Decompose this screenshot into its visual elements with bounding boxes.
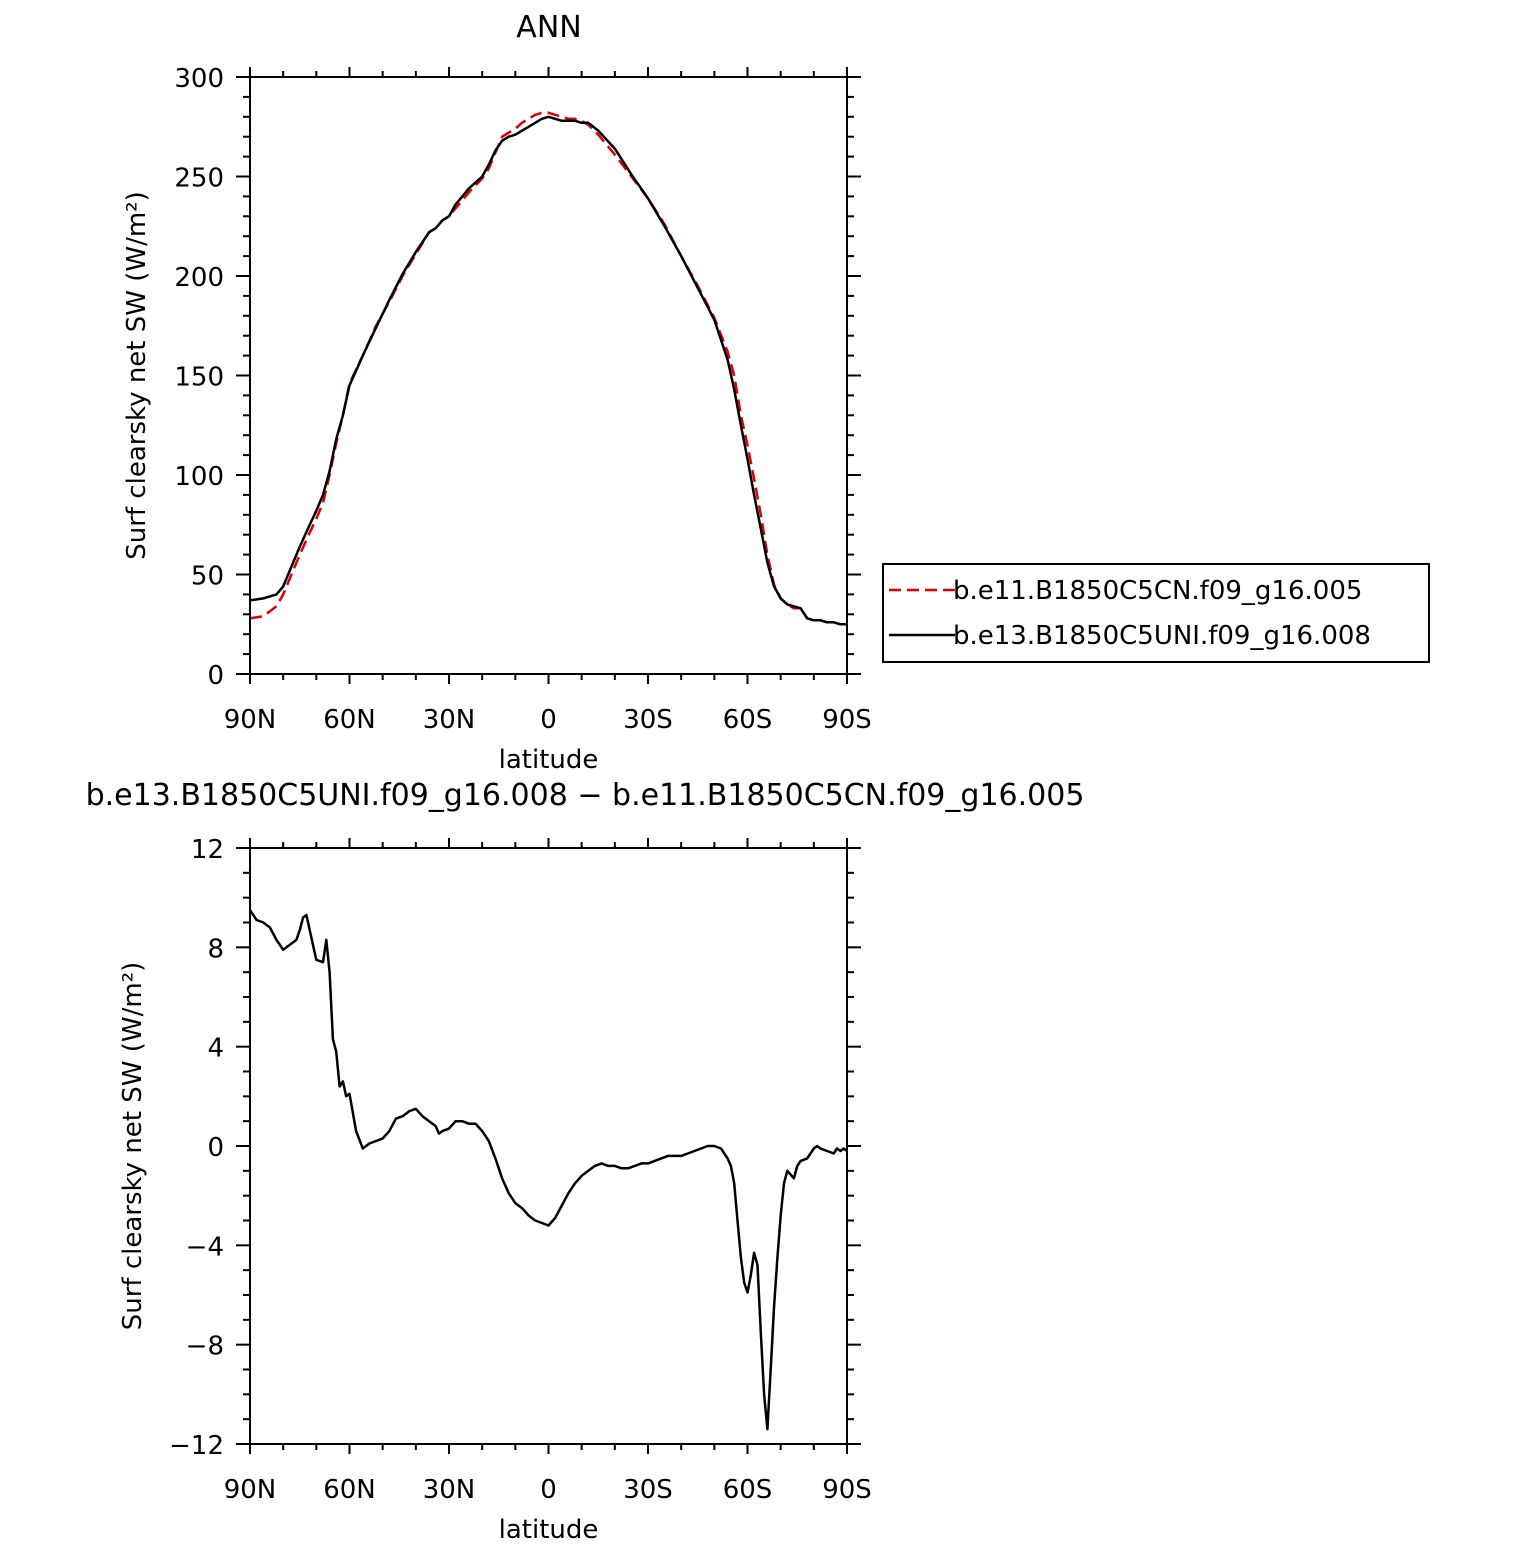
x-tick-label: 30N — [423, 705, 476, 735]
legend-entry-2: b.e13.B1850C5UNI.f09_g16.008 — [953, 621, 1371, 651]
x-tick-label: 0 — [540, 1475, 557, 1505]
y-tick-label: 300 — [174, 64, 224, 94]
y-tick-label: 100 — [174, 462, 224, 492]
y-tick-label: 4 — [207, 1034, 224, 1064]
x-tick-label: 30N — [423, 1475, 476, 1505]
y-axis-label: Surf clearsky net SW (W/m²) — [118, 962, 148, 1330]
y-tick-label: 250 — [174, 164, 224, 194]
x-tick-label: 0 — [540, 705, 557, 735]
x-tick-label: 90S — [822, 705, 872, 735]
x-tick-label: 60N — [323, 1475, 376, 1505]
x-axis-label: latitude — [499, 1515, 599, 1545]
x-tick-label: 60S — [723, 1475, 773, 1505]
top-panel: ANN 90N 60N 30N 0 30S 60S 90S 0 50 100 150 200 250 300… — [122, 10, 1430, 775]
y-tick-label: 0 — [207, 1133, 224, 1163]
x-tick-label: 60N — [323, 705, 376, 735]
y-tick-label: 200 — [174, 263, 224, 293]
x-tick-label: 90S — [822, 1475, 872, 1505]
series-line-1 — [250, 909, 847, 1431]
y-tick-label: −4 — [186, 1232, 224, 1262]
x-tick-label: 90N — [224, 1475, 277, 1505]
x-tick-label: 30S — [623, 1475, 673, 1505]
chart-title: b.e13.B1850C5UNI.f09_g16.008 − b.e11.B18… — [86, 778, 1085, 813]
legend-box — [882, 563, 1430, 663]
x-tick-label: 90N — [224, 705, 277, 735]
chart-title: ANN — [516, 10, 581, 45]
y-axis-label: Surf clearsky net SW (W/m²) — [122, 191, 152, 559]
y-tick-label: 50 — [191, 562, 224, 592]
y-tick-label: 12 — [191, 835, 224, 865]
x-tick-label: 30S — [623, 705, 673, 735]
legend-entry-1: b.e11.B1850C5CN.f09_g16.005 — [953, 576, 1362, 606]
x-axis-label: latitude — [499, 745, 599, 775]
plot-frame — [249, 76, 848, 675]
series-line-1 — [250, 111, 847, 626]
plot-frame — [249, 847, 848, 1445]
series-line-2 — [250, 115, 847, 626]
y-tick-label: 0 — [207, 661, 224, 691]
bottom-panel: b.e13.B1850C5UNI.f09_g16.008 − b.e11.B18… — [86, 778, 1085, 1545]
y-tick-label: 150 — [174, 363, 224, 393]
y-tick-label: −8 — [186, 1332, 224, 1362]
y-tick-label: 8 — [207, 934, 224, 964]
y-tick-label: −12 — [169, 1431, 224, 1461]
x-tick-label: 60S — [723, 705, 773, 735]
